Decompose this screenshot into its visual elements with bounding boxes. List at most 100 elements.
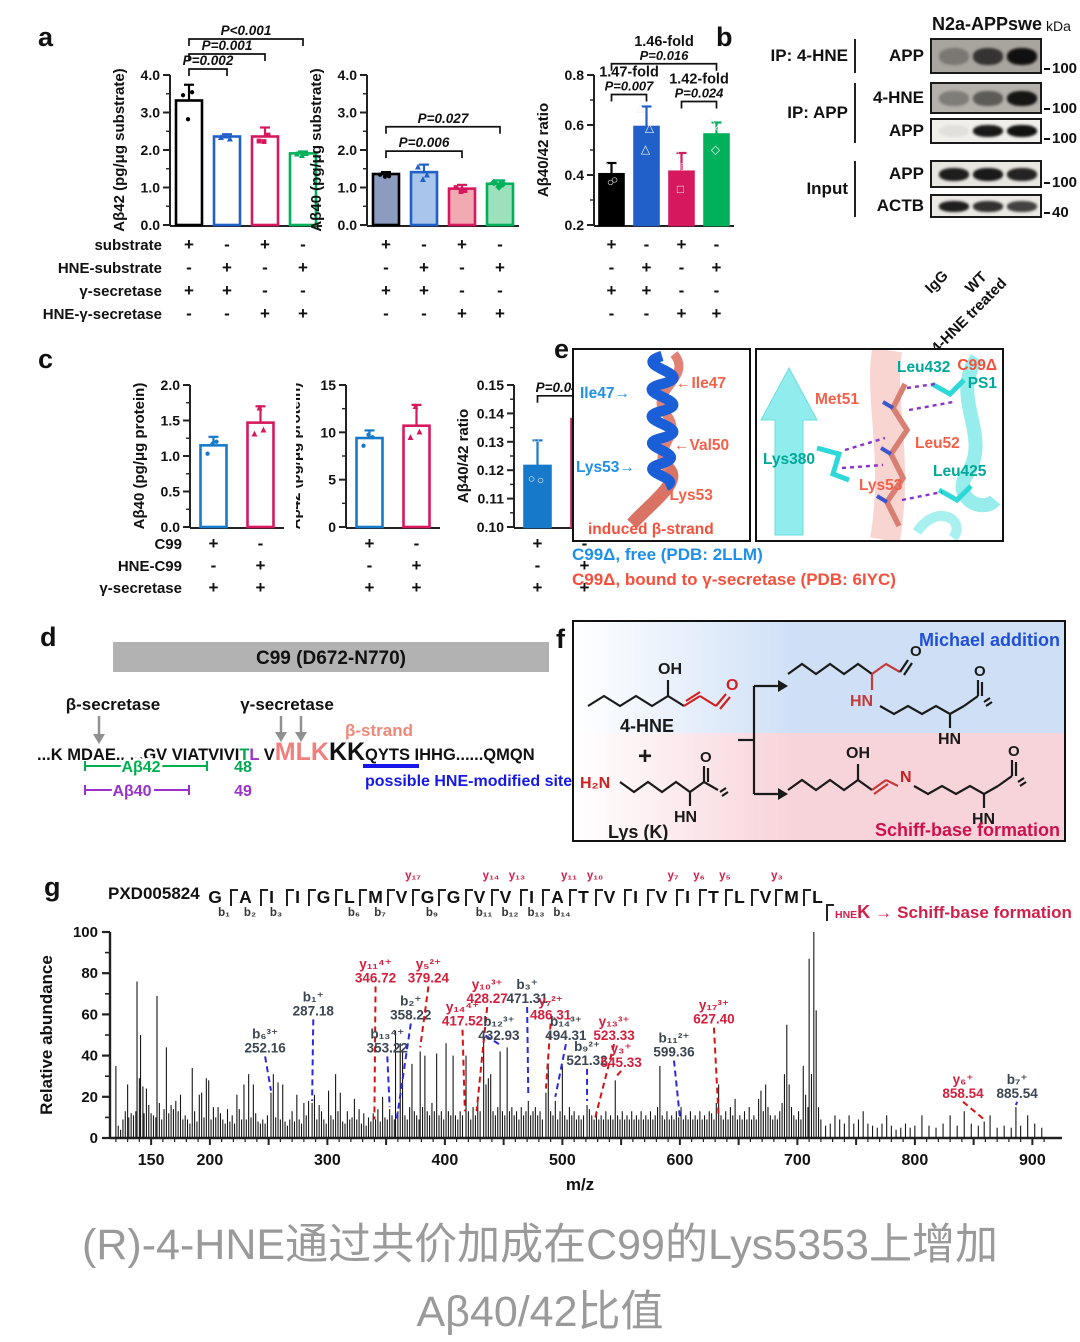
hne-sites-underline xyxy=(363,764,419,768)
matrix-symbol: - xyxy=(714,235,720,254)
data-point: □ xyxy=(681,159,688,173)
ion-mz: 358.22 xyxy=(390,1008,431,1023)
beta-secretase-label: β-secretase xyxy=(66,695,161,714)
matrix-symbol: - xyxy=(383,304,389,323)
data-point: □ xyxy=(672,148,679,162)
matrix-symbol: + xyxy=(412,578,422,597)
data-point: ◆ xyxy=(499,179,507,190)
y-tick-label: 3.0 xyxy=(141,105,161,121)
matrix-symbol: + xyxy=(365,578,375,597)
sig-bracket xyxy=(188,38,304,46)
y-tick-label: 0.10 xyxy=(477,519,504,535)
p-value: P=0.001 xyxy=(202,38,253,53)
bar xyxy=(174,99,204,227)
data-point: ● xyxy=(209,439,215,450)
matrix-row-label: HNE-C99 xyxy=(118,558,182,575)
ion-mz: 494.31 xyxy=(545,1028,587,1043)
protein-band xyxy=(939,168,969,181)
residue-cell: G xyxy=(436,870,462,922)
protein-band xyxy=(939,48,969,65)
hne-molecule xyxy=(587,680,731,710)
fold-label: 1.46-fold xyxy=(634,34,694,50)
c99-domain-label: C99 (D672-N770) xyxy=(256,648,406,669)
ion-mz: 432.93 xyxy=(478,1028,520,1043)
sig-bracket xyxy=(610,93,648,102)
b-ion-label: b₁₃ xyxy=(527,907,545,919)
matrix-symbol: + xyxy=(419,258,429,277)
data-point: ● xyxy=(377,170,383,181)
ion-leader-line xyxy=(373,986,377,1120)
p-value: P=0.016 xyxy=(640,48,690,63)
western-blot-panel: N2a-APPswe kDa APP 100 4-HNE 100 APP 100 APP 10… xyxy=(712,12,1078,380)
b-ion-label: b₂ xyxy=(243,907,257,919)
matrix-row-label: HNE-γ-secretase xyxy=(43,306,162,323)
bar xyxy=(212,135,242,227)
leu425-stick xyxy=(937,484,973,504)
group-divider xyxy=(854,161,856,217)
matrix-symbol: + xyxy=(457,304,467,323)
data-point: ▲ xyxy=(297,150,307,161)
protein-band xyxy=(973,125,1003,137)
ion-leader-line xyxy=(673,1060,681,1118)
data-point: ▲ xyxy=(301,148,311,159)
y-tick-label: 40 xyxy=(81,1048,98,1065)
y-tick-label: 100 xyxy=(73,924,98,941)
x-tick-label: 500 xyxy=(549,1152,576,1169)
ion-leader-line xyxy=(712,1027,720,1118)
panel-letter-g: g xyxy=(44,872,61,902)
matrix-symbol: - xyxy=(300,235,306,254)
group-divider xyxy=(854,83,856,143)
ps1-ribbon xyxy=(955,353,1001,513)
protein-band xyxy=(1007,168,1037,181)
fragmentation-mark xyxy=(411,889,420,906)
lys53-label: Lys53 xyxy=(859,477,903,494)
data-point: ▲ xyxy=(221,131,231,142)
bar xyxy=(668,170,695,227)
fragmentation-mark xyxy=(386,889,395,906)
matrix-symbol: + xyxy=(209,534,219,553)
cell-line-label: N2a-APPswe xyxy=(931,14,1043,34)
michael-hn2-label: HN xyxy=(938,731,961,748)
protein-band xyxy=(939,201,969,212)
bar xyxy=(199,444,228,529)
residue-cell: G xyxy=(306,870,332,922)
matrix-symbol: - xyxy=(367,556,373,575)
ion-mz: 417.52 xyxy=(442,1014,483,1029)
ion-leader-line xyxy=(386,1056,391,1108)
c99-band xyxy=(870,350,906,540)
blot-strip xyxy=(930,118,1042,144)
schiff-o-label: O xyxy=(1008,743,1020,760)
nitrogen-stub-2 xyxy=(879,446,893,456)
fragmentation-mark xyxy=(335,889,344,906)
residue-cell: L xyxy=(800,870,826,922)
matrix-symbol: + xyxy=(712,258,722,277)
matrix-symbol: + xyxy=(298,258,308,277)
pdb-6iyc-caption: C99Δ, bound to γ-secretase (PDB: 6IYC) xyxy=(572,570,896,589)
ion-mz: 545.33 xyxy=(600,1055,642,1070)
matrix-symbol: - xyxy=(609,258,615,277)
matrix-symbol: - xyxy=(224,235,230,254)
ion-mz: 252.16 xyxy=(244,1040,286,1055)
y-axis-label: Aβ40/42 ratio xyxy=(455,409,472,503)
y-tick-label: 0.5 xyxy=(161,484,181,500)
matrix-symbol: - xyxy=(186,304,192,323)
y-axis-label: Aβ40/42 ratio xyxy=(535,103,552,197)
matrix-symbol: + xyxy=(607,281,617,300)
hne-name-label: 4-HNE xyxy=(620,716,674,736)
bar xyxy=(633,125,660,227)
protein-band xyxy=(1007,48,1037,65)
data-point: ■ xyxy=(458,187,464,198)
induced-strand-label: induced β-strand xyxy=(588,521,714,538)
y-tick-label: 20 xyxy=(81,1089,98,1106)
matrix-symbol: - xyxy=(644,304,650,323)
x-tick-label: 800 xyxy=(902,1152,929,1169)
kda-marker: 100 xyxy=(1044,60,1077,77)
protein-band xyxy=(973,91,1003,106)
panel-letter-d: d xyxy=(40,622,57,652)
structure-free-c99: Ile47→ ←Ile47 ←Val50 Lys53→ ←Lys53 induc… xyxy=(572,348,751,542)
lysine-name-label: Lys (K) xyxy=(608,822,668,842)
blot-strip xyxy=(930,194,1042,218)
matrix-symbol: + xyxy=(607,235,617,254)
caption-line-2: Aβ40/42比值 xyxy=(416,1287,664,1336)
